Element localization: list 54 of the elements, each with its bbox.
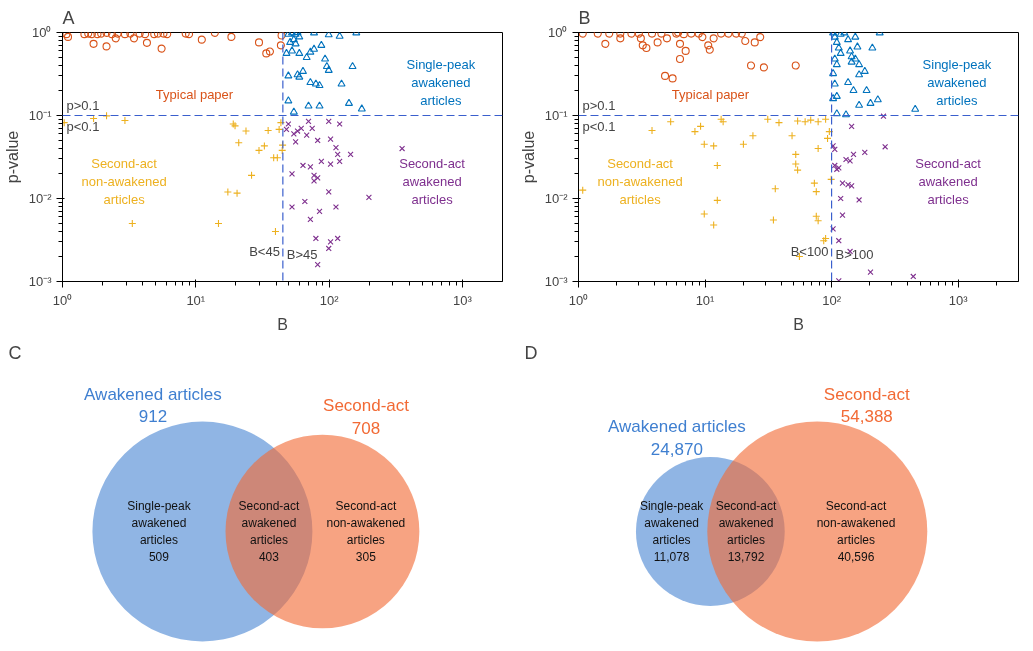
- x-tick-label: 10⁰: [52, 292, 73, 308]
- ref-line-label: p<0.1: [66, 118, 100, 134]
- x-axis-title: B: [277, 315, 288, 333]
- text: C: [8, 342, 22, 363]
- chart-title: A: [62, 7, 75, 28]
- text: Second-act non-awakened articles 305: [326, 499, 406, 564]
- series-label: Single-peak awakened articles: [922, 56, 992, 108]
- annotation: B>100: [835, 246, 874, 262]
- series-label: Typical paper: [671, 87, 750, 103]
- x-tick-label: 10²: [822, 292, 842, 308]
- y-axis-title: p-value: [3, 130, 21, 184]
- chart-title: B: [578, 7, 591, 28]
- data-label: 708: [351, 419, 381, 439]
- x-tick-label: 10²: [319, 292, 340, 308]
- y-tick-label: 10⁻³: [28, 274, 53, 289]
- x-tick-label: 10¹: [695, 292, 716, 308]
- x-tick-label: 10³: [948, 292, 969, 308]
- text: Single-peak awakened articles: [406, 56, 476, 108]
- text: Second-act awakened articles 13,792: [715, 499, 778, 564]
- series-label: Second-act non-awakened articles: [597, 156, 683, 208]
- x-tick-label: 10⁰: [568, 292, 589, 308]
- category-label: Second-act: [323, 396, 410, 416]
- data-label: 24,870: [650, 439, 703, 459]
- text: Single-peak awakened articles 509: [127, 499, 192, 564]
- category-label: Awakened articles: [84, 384, 222, 404]
- text: Second-act awakened articles: [915, 156, 982, 208]
- ref-line-label: p<0.1: [582, 118, 616, 134]
- x-tick-label: 10¹: [186, 292, 206, 308]
- y-tick-label: 10⁻²: [28, 191, 53, 206]
- y-axis-title: p-value: [519, 130, 537, 184]
- ref-line-label: B<100: [790, 243, 829, 259]
- y-tick-label: 10⁰: [548, 25, 568, 40]
- y-tick-label: 10⁰: [32, 25, 52, 40]
- data-label: 912: [138, 407, 168, 427]
- series-label: Second-act awakened articles: [399, 156, 466, 208]
- y-tick-label: 10⁻¹: [544, 108, 569, 123]
- text: Second-act non-awakened articles: [81, 156, 167, 208]
- ref-line-label: B<45: [249, 243, 280, 259]
- text: D: [524, 342, 538, 363]
- category-label: Second-act: [823, 384, 911, 404]
- y-tick-label: 10⁻³: [544, 274, 569, 289]
- annotation: p>0.1: [66, 97, 100, 113]
- annotation: p>0.1: [582, 97, 616, 113]
- x-axis-title: B: [793, 315, 804, 333]
- x-tick-label: 10³: [452, 292, 473, 308]
- data-label: 54,388: [840, 407, 893, 427]
- text: Second-act non-awakened articles 40,596: [816, 499, 896, 564]
- y-tick-label: 10⁻²: [544, 191, 569, 206]
- category-label: Awakened articles: [608, 416, 746, 436]
- text: Second-act awakened articles 403: [238, 499, 300, 564]
- text: Typical paper: [155, 87, 234, 103]
- y-tick-label: 10⁻¹: [28, 108, 53, 123]
- text: Single-peak awakened articles 11,078: [639, 499, 705, 564]
- annotation: B>45: [286, 246, 318, 262]
